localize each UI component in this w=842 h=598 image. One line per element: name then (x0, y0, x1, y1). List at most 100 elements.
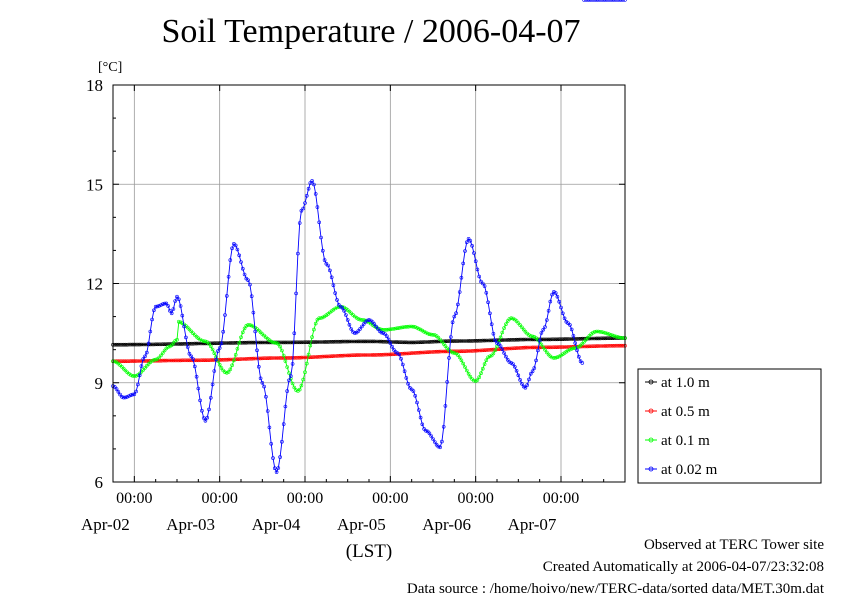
data-point (356, 353, 361, 357)
data-point (377, 352, 382, 357)
data-point (593, 0, 597, 2)
data-point (376, 339, 380, 344)
data-point (150, 342, 154, 347)
data-point (194, 341, 199, 346)
data-point (443, 344, 448, 348)
data-point (251, 340, 256, 345)
data-point (441, 342, 446, 346)
data-point (383, 352, 387, 357)
data-point (198, 337, 202, 342)
data-point (269, 441, 274, 446)
data-point (159, 353, 163, 358)
data-point (258, 356, 263, 361)
data-point (406, 340, 410, 345)
data-point (582, 339, 586, 344)
data-point (480, 348, 485, 353)
data-point (420, 350, 425, 355)
data-point (134, 342, 138, 347)
data-point (237, 341, 241, 345)
data-point (280, 348, 284, 353)
data-point (509, 361, 514, 365)
data-point (194, 374, 199, 379)
data-point (408, 324, 412, 329)
data-point (301, 206, 306, 211)
plot-frame (112, 84, 626, 483)
y-axis-unit-label: [°C] (98, 60, 122, 75)
x-tick-date-label: Apr-04 (252, 515, 301, 534)
data-point (342, 339, 346, 344)
data-point (246, 340, 250, 345)
data-point (310, 179, 314, 183)
data-point (230, 246, 234, 251)
data-point (523, 345, 528, 350)
data-point (157, 355, 161, 360)
data-point (239, 335, 243, 340)
data-point (232, 341, 236, 345)
data-point (262, 340, 266, 345)
data-point (358, 317, 362, 322)
data-point (472, 251, 476, 255)
x-tick-date-label: Apr-07 (508, 515, 557, 534)
data-point (299, 383, 304, 388)
data-point (461, 361, 466, 366)
legend-label: at 1.0 m (661, 375, 710, 391)
data-point (177, 297, 181, 302)
data-point (541, 327, 546, 332)
data-point (505, 357, 510, 362)
data-point (504, 346, 508, 351)
data-point (271, 356, 275, 360)
data-point (326, 340, 330, 344)
data-point (600, 344, 604, 348)
data-point (278, 356, 282, 360)
data-point (617, 343, 622, 348)
data-point (432, 333, 437, 337)
data-point (242, 326, 247, 331)
data-point (137, 342, 142, 347)
data-point (479, 348, 483, 353)
data-point (484, 358, 489, 363)
data-point (578, 336, 583, 341)
data-point (223, 370, 227, 375)
data-point (555, 294, 560, 299)
data-point (464, 240, 469, 244)
data-point (488, 338, 492, 343)
data-point (265, 409, 270, 413)
data-point (409, 351, 414, 355)
data-point (255, 340, 259, 345)
x-tick-time-label: 00:00 (116, 490, 152, 507)
data-point (304, 361, 309, 366)
data-point (509, 337, 514, 342)
data-point (607, 332, 611, 337)
data-point (180, 358, 185, 363)
data-point (299, 208, 304, 213)
data-point (214, 341, 218, 346)
data-point (360, 318, 364, 322)
data-point (169, 311, 174, 316)
data-point (591, 330, 595, 335)
data-point (134, 389, 138, 394)
x-tick-date-label: Apr-05 (337, 515, 386, 534)
data-point (226, 341, 231, 345)
data-point (173, 299, 177, 303)
data-point (486, 338, 490, 343)
data-point (370, 320, 375, 324)
data-point (274, 356, 279, 360)
data-point (155, 304, 160, 309)
data-point (164, 301, 169, 306)
data-point (393, 326, 398, 331)
data-point (374, 324, 378, 329)
data-point (241, 340, 245, 345)
data-point (241, 266, 245, 271)
data-point (528, 345, 533, 350)
data-point (297, 340, 302, 345)
data-point (127, 394, 131, 398)
data-point (129, 373, 133, 377)
data-point (525, 383, 530, 387)
data-point (230, 363, 234, 368)
data-point (145, 350, 149, 355)
data-point (301, 377, 306, 382)
data-point (333, 306, 338, 311)
data-point (292, 331, 297, 336)
data-point (580, 361, 585, 365)
data-point (452, 314, 457, 319)
